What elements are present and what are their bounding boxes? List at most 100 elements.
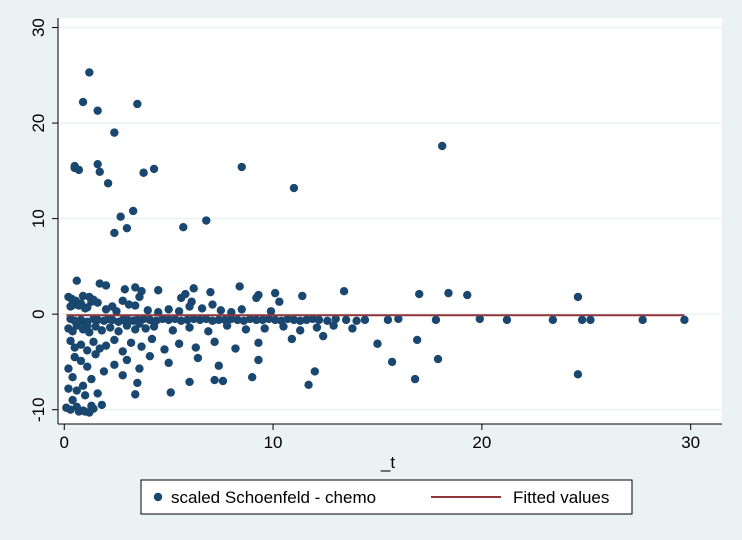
- scatter-point: [83, 346, 92, 355]
- scatter-point: [164, 358, 173, 368]
- scatter-point: [122, 355, 132, 365]
- axes-layer: 0 10 20 30 -10 0 10 20 30: [29, 18, 722, 452]
- scatter-point: [114, 327, 123, 336]
- scatter-point: [101, 341, 111, 350]
- scatter-point: [298, 291, 307, 301]
- scatter-point: [133, 378, 142, 388]
- scatter-point: [638, 315, 647, 325]
- plot-area: [58, 18, 722, 424]
- scatter-point: [174, 339, 184, 348]
- scatter-point: [415, 289, 424, 299]
- scatter-point: [131, 390, 140, 399]
- scatter-point: [135, 364, 144, 373]
- scatter-point: [110, 360, 119, 369]
- scatter-point: [91, 350, 100, 359]
- scatter-point: [149, 322, 159, 331]
- scatter-point: [147, 334, 157, 344]
- scatter-point: [99, 367, 109, 376]
- scatter-point: [289, 183, 299, 193]
- scatter-point: [329, 321, 338, 330]
- scatter-point: [185, 302, 194, 311]
- scatter-point: [95, 167, 104, 177]
- scatter-point: [235, 282, 244, 291]
- scatter-point: [314, 315, 324, 325]
- scatter-point: [308, 314, 317, 324]
- scatter-point: [183, 315, 192, 325]
- scatter-point: [254, 338, 263, 347]
- scatter-point: [101, 305, 111, 314]
- scatter-point: [174, 307, 184, 316]
- scatter-point: [116, 212, 125, 221]
- scatter-point: [302, 315, 311, 325]
- scatter-point: [124, 300, 134, 309]
- scatter-point: [70, 343, 79, 352]
- scatter-point: [260, 324, 269, 333]
- scatter-point: [360, 315, 370, 325]
- y-tick-label: -10: [29, 397, 48, 422]
- scatter-point: [680, 315, 689, 325]
- scatter-point: [85, 68, 94, 77]
- points-layer: [62, 68, 689, 417]
- scatter-point: [444, 288, 453, 298]
- scatter-point: [214, 361, 223, 370]
- scatter-point: [145, 315, 155, 325]
- x-tick-label: 30: [681, 433, 700, 452]
- scatter-point: [296, 316, 305, 326]
- scatter-point: [137, 342, 146, 351]
- scatter-point: [71, 296, 80, 305]
- scatter-point: [222, 321, 232, 330]
- scatter-point: [573, 292, 583, 302]
- scatter-point: [64, 384, 73, 393]
- scatter-point: [101, 281, 111, 290]
- scatter-point: [80, 391, 90, 400]
- scatter-point: [258, 315, 267, 325]
- scatter-point: [118, 347, 127, 356]
- scatter-point: [208, 316, 217, 326]
- scatter-point: [164, 305, 173, 314]
- scatter-point: [210, 337, 219, 347]
- scatter-point: [83, 362, 92, 371]
- scatter-point: [412, 335, 422, 345]
- scatter-point: [548, 315, 558, 325]
- scatter-point: [141, 324, 150, 333]
- scatter-point: [66, 405, 75, 414]
- scatter-point: [149, 164, 159, 174]
- scatter-point: [341, 315, 351, 325]
- scatter-point: [89, 404, 98, 413]
- x-axis-title: _t: [380, 453, 395, 472]
- legend-marker-schoenfeld: [153, 492, 163, 502]
- grid-layer: [58, 26, 722, 411]
- scatter-point: [254, 290, 263, 300]
- scatter-point: [254, 355, 263, 365]
- scatter-point: [80, 304, 90, 313]
- x-tick-label: 20: [472, 433, 491, 452]
- scatter-point: [318, 331, 328, 341]
- scatter-point: [78, 97, 88, 107]
- x-tick-label: 0: [60, 433, 69, 452]
- scatter-point: [68, 372, 77, 382]
- scatter-point: [270, 315, 280, 325]
- scatter-point: [112, 307, 121, 316]
- scatter-point: [110, 228, 119, 238]
- scatter-point: [410, 374, 420, 384]
- scatter-point: [502, 315, 512, 325]
- scatter-point: [214, 315, 223, 325]
- scatter-point: [143, 306, 152, 315]
- scatter-point: [93, 298, 102, 307]
- y-tick-label: 20: [29, 114, 48, 133]
- scatter-point: [66, 336, 75, 346]
- scatter-point: [93, 389, 102, 398]
- scatter-point: [463, 290, 472, 300]
- scatter-point: [135, 319, 144, 328]
- scatter-point: [279, 322, 288, 331]
- scatter-point: [179, 223, 188, 232]
- scatter-point: [233, 315, 242, 325]
- scatter-point: [89, 337, 98, 347]
- scatter-point: [218, 376, 228, 386]
- scatter-point: [275, 297, 284, 306]
- scatter-point: [195, 315, 205, 325]
- scatter-point: [433, 354, 443, 364]
- scatter-point: [189, 284, 198, 293]
- scatter-point: [394, 314, 403, 324]
